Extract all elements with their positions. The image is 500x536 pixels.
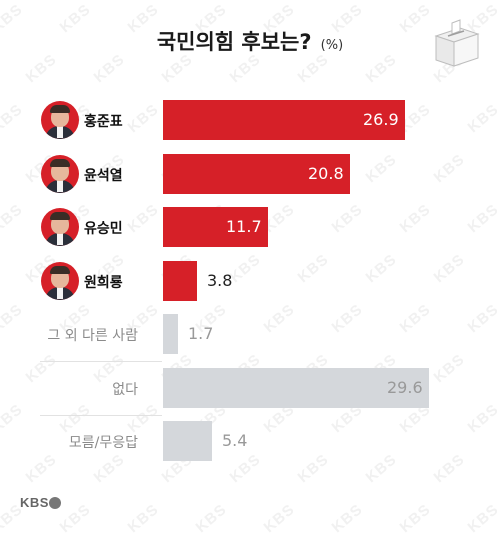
watermark-text: KBS <box>464 100 500 137</box>
watermark-text: KBS <box>0 300 27 337</box>
watermark-text: KBS <box>22 350 61 387</box>
watermark-text: KBS <box>226 50 265 87</box>
candidate-photo <box>41 208 79 246</box>
watermark-text: KBS <box>260 300 299 337</box>
watermark-text: KBS <box>0 100 27 137</box>
bar <box>163 368 429 408</box>
watermark-text: KBS <box>56 400 95 437</box>
watermark-text: KBS <box>430 350 469 387</box>
watermark-text: KBS <box>124 500 163 536</box>
watermark-text: KBS <box>124 200 163 237</box>
candidate-photo <box>41 101 79 139</box>
data-label: 26.9 <box>363 110 399 129</box>
data-label: 11.7 <box>226 217 262 236</box>
candidate-photo <box>41 155 79 193</box>
candidate-photo <box>41 262 79 300</box>
watermark-text: KBS <box>328 500 367 536</box>
title-unit: (%) <box>320 38 344 53</box>
bar <box>163 261 197 301</box>
watermark-text: KBS <box>396 200 435 237</box>
watermark-text: KBS <box>430 250 469 287</box>
kbs-logo-mark <box>49 497 61 509</box>
watermark-text: KBS <box>22 50 61 87</box>
data-label: 5.4 <box>222 431 248 450</box>
category-label: 유승민 <box>84 221 123 237</box>
category-label: 그 외 다른 사람 <box>47 328 138 344</box>
watermark-text: KBS <box>362 150 401 187</box>
bar <box>163 314 178 354</box>
data-label: 20.8 <box>308 164 344 183</box>
watermark-text: KBS <box>124 100 163 137</box>
watermark-text: KBS <box>464 500 500 536</box>
bar <box>163 421 212 461</box>
watermark-text: KBS <box>328 200 367 237</box>
watermark-text: KBS <box>362 250 401 287</box>
data-label: 29.6 <box>387 378 423 397</box>
watermark-text: KBS <box>260 500 299 536</box>
data-label: 3.8 <box>207 271 233 290</box>
watermark-text: KBS <box>362 50 401 87</box>
watermark-text: KBS <box>464 200 500 237</box>
watermark-text: KBS <box>430 150 469 187</box>
ballot-box-icon <box>434 19 480 67</box>
watermark-text: KBS <box>124 400 163 437</box>
watermark-text: KBS <box>328 300 367 337</box>
watermark-text: KBS <box>464 400 500 437</box>
watermark-text: KBS <box>294 450 333 487</box>
watermark-text: KBS <box>192 500 231 536</box>
category-label: 모름/무응답 <box>68 435 138 451</box>
kbs-logo: KBS <box>20 495 49 510</box>
row-separator <box>40 361 162 362</box>
watermark-text: KBS <box>430 450 469 487</box>
chart-title: 국민의힘 후보는? (%) <box>0 26 500 56</box>
watermark-text: KBS <box>226 450 265 487</box>
watermark-text: KBS <box>396 300 435 337</box>
category-label: 홍준표 <box>84 114 123 130</box>
watermark-text: KBS <box>22 450 61 487</box>
bar <box>163 100 405 140</box>
watermark-text: KBS <box>56 500 95 536</box>
watermark-text: KBS <box>0 400 27 437</box>
watermark-text: KBS <box>464 300 500 337</box>
watermark-text: KBS <box>362 450 401 487</box>
category-label: 원희룡 <box>84 275 123 291</box>
bar <box>163 154 350 194</box>
watermark-text: KBS <box>396 500 435 536</box>
category-label: 없다 <box>112 382 138 398</box>
watermark-text: KBS <box>158 50 197 87</box>
title-text: 국민의힘 후보는? <box>156 30 312 54</box>
bar <box>163 207 268 247</box>
data-label: 1.7 <box>188 324 214 343</box>
watermark-text: KBS <box>294 250 333 287</box>
row-separator <box>40 415 162 416</box>
watermark-text: KBS <box>0 200 27 237</box>
watermark-text: KBS <box>90 450 129 487</box>
category-label: 윤석열 <box>84 168 123 184</box>
watermark-text: KBS <box>90 50 129 87</box>
watermark-text: KBS <box>294 50 333 87</box>
